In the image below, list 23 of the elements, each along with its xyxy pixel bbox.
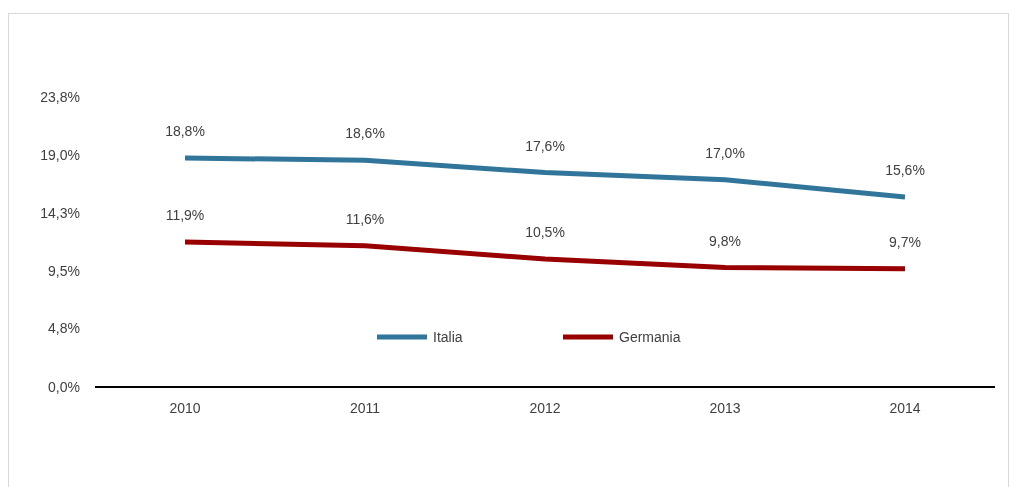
data-label: 18,6%: [345, 125, 385, 142]
legend-label: Germania: [619, 328, 681, 345]
x-tick-label: 2013: [709, 400, 741, 416]
data-label: 17,6%: [525, 137, 565, 154]
data-label: 10,5%: [525, 224, 565, 241]
data-label: 11,9%: [165, 207, 205, 223]
data-label: 18,8%: [165, 122, 205, 139]
x-tick-label: 2012: [529, 400, 561, 416]
x-tick-label: 2010: [169, 400, 201, 416]
y-tick-label: 0,0%: [48, 378, 80, 395]
data-label: 17,0%: [705, 144, 745, 161]
y-tick-label: 23,8%: [40, 88, 80, 105]
legend-label: Italia: [433, 328, 463, 345]
data-label: 15,6%: [885, 161, 925, 178]
y-tick-label: 9,5%: [48, 263, 80, 280]
data-label: 9,8%: [709, 232, 741, 249]
x-tick-label: 2011: [349, 400, 381, 416]
y-tick-label: 4,8%: [48, 320, 80, 337]
y-tick-label: 14,3%: [40, 204, 80, 221]
x-tick-label: 2014: [889, 400, 921, 416]
data-label: 11,6%: [345, 210, 385, 227]
data-label: 9,7%: [889, 233, 921, 250]
y-tick-label: 19,0%: [40, 147, 80, 164]
